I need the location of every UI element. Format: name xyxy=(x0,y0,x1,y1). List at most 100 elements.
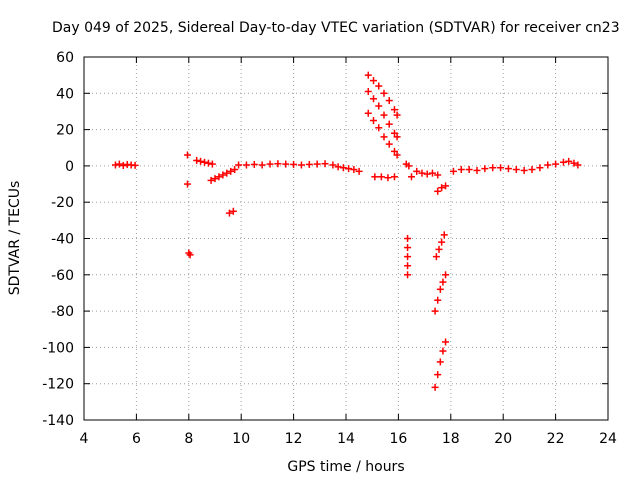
data-point xyxy=(385,140,393,148)
y-tick-label: -120 xyxy=(42,377,74,393)
y-tick-label: -100 xyxy=(42,340,74,356)
data-point xyxy=(438,184,446,192)
data-point xyxy=(434,171,442,179)
data-point xyxy=(375,124,383,132)
data-point xyxy=(423,170,431,178)
data-point xyxy=(565,157,573,165)
data-point xyxy=(370,117,378,125)
x-tick-label: 24 xyxy=(599,431,617,447)
y-tick-label: -80 xyxy=(51,304,74,320)
y-tick-label: 40 xyxy=(56,86,74,102)
data-point xyxy=(364,87,372,95)
data-point xyxy=(438,238,446,246)
data-point xyxy=(390,129,398,137)
x-tick-label: 4 xyxy=(80,431,89,447)
data-point xyxy=(345,165,353,173)
data-point xyxy=(329,161,337,169)
y-tick-label: -140 xyxy=(42,413,74,429)
data-point xyxy=(313,160,321,168)
data-point xyxy=(536,164,544,172)
data-point xyxy=(207,176,215,184)
data-point xyxy=(404,271,412,279)
data-point xyxy=(364,71,372,79)
data-point xyxy=(436,358,444,366)
y-tick-label: -40 xyxy=(51,232,74,248)
data-points xyxy=(111,71,582,391)
y-tick-label: -20 xyxy=(51,195,74,211)
x-tick-label: 22 xyxy=(547,431,565,447)
data-point xyxy=(435,245,443,253)
data-point xyxy=(404,262,412,270)
data-point xyxy=(204,159,212,167)
data-point xyxy=(552,160,560,168)
data-point xyxy=(385,120,393,128)
data-point xyxy=(390,173,398,181)
data-point xyxy=(390,147,398,155)
data-point xyxy=(321,160,329,168)
data-point xyxy=(393,151,401,159)
data-point xyxy=(290,160,298,168)
data-point xyxy=(489,164,497,172)
x-tick-label: 18 xyxy=(442,431,460,447)
y-tick-label: 0 xyxy=(65,159,74,175)
data-point xyxy=(457,166,465,174)
data-point xyxy=(431,307,439,315)
data-point xyxy=(197,157,205,165)
data-point xyxy=(574,161,582,169)
y-axis-title: SDTVAR / TECUs xyxy=(7,181,23,296)
data-point xyxy=(208,160,216,168)
data-point xyxy=(544,161,552,169)
x-tick-label: 12 xyxy=(285,431,303,447)
data-point xyxy=(183,151,191,159)
data-point xyxy=(428,169,436,177)
data-point xyxy=(404,235,412,242)
data-point xyxy=(413,167,421,175)
data-point xyxy=(131,161,139,169)
data-point xyxy=(404,244,412,252)
data-point xyxy=(559,158,567,166)
data-point xyxy=(418,169,426,177)
data-point xyxy=(119,162,127,170)
data-point xyxy=(380,111,388,119)
data-point xyxy=(375,82,383,90)
data-point xyxy=(350,166,358,174)
data-point xyxy=(384,174,392,182)
x-tick-label: 14 xyxy=(337,431,355,447)
data-point xyxy=(211,175,219,183)
data-point xyxy=(274,160,282,168)
data-point xyxy=(520,166,528,174)
data-point xyxy=(183,180,191,188)
x-tick-label: 16 xyxy=(389,431,407,447)
y-tick-label: -60 xyxy=(51,268,74,284)
x-tick-label: 20 xyxy=(494,431,512,447)
data-point xyxy=(235,161,243,169)
data-point xyxy=(439,347,447,355)
data-point xyxy=(375,102,383,110)
data-point xyxy=(186,251,194,259)
x-tick-labels: 4 6 8 10 12 14 16 18 20 22 24 xyxy=(80,431,617,447)
data-point xyxy=(297,161,305,169)
data-point xyxy=(223,169,231,177)
data-point xyxy=(465,166,473,174)
grid-lines xyxy=(84,57,608,420)
x-tick-label: 10 xyxy=(232,431,250,447)
data-point xyxy=(385,97,393,105)
data-point xyxy=(528,166,536,174)
data-point xyxy=(242,161,250,169)
data-point xyxy=(266,160,274,168)
data-point xyxy=(473,166,481,174)
data-point xyxy=(355,167,363,175)
data-point xyxy=(405,162,413,170)
data-point xyxy=(227,167,235,175)
data-point xyxy=(219,171,227,179)
axis-ticks xyxy=(83,56,609,421)
y-tick-label: 20 xyxy=(56,123,74,139)
y-tick-label: 60 xyxy=(56,50,74,66)
data-point xyxy=(434,296,442,304)
data-point xyxy=(512,166,520,174)
data-point xyxy=(449,167,457,175)
data-point xyxy=(440,231,448,239)
data-point xyxy=(432,253,440,261)
data-point xyxy=(431,383,439,391)
